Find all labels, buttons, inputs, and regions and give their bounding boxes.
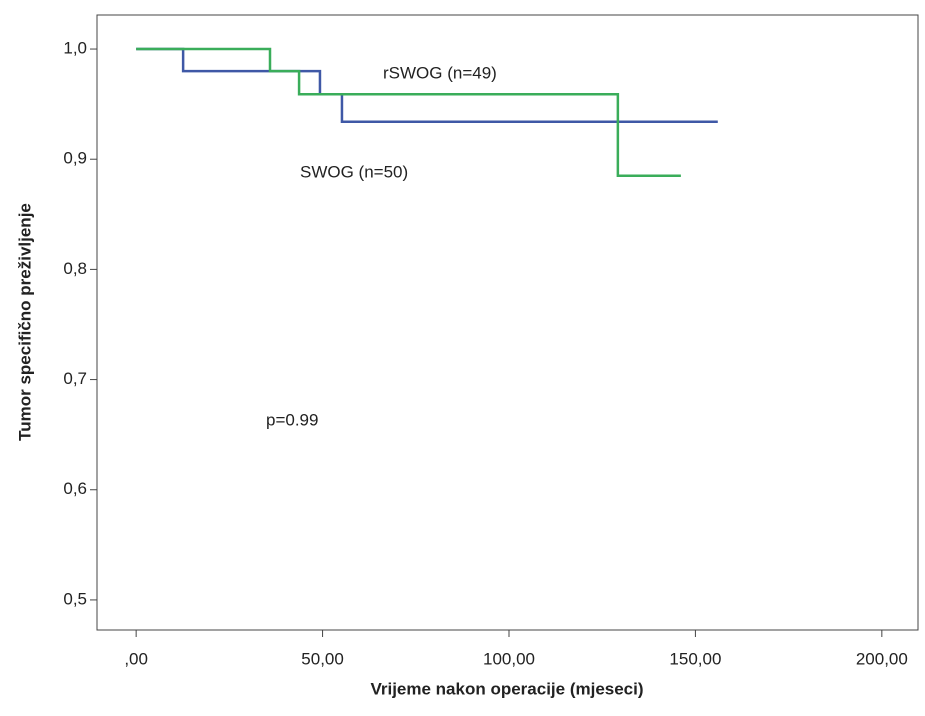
y-tick-label: 0,5 <box>63 589 87 608</box>
x-tick-label: ,00 <box>124 649 148 668</box>
y-tick-label: 0,9 <box>63 149 87 168</box>
y-tick-label: 0,7 <box>63 369 87 388</box>
plot-area <box>96 14 919 631</box>
x-tick-label: 150,00 <box>669 649 721 668</box>
y-axis-label: Tumor specifično preživljenje <box>15 203 34 441</box>
annotation: p=0.99 <box>266 410 318 429</box>
survival-line <box>136 47 718 124</box>
x-tick-label: 100,00 <box>483 649 535 668</box>
x-tick-label: 200,00 <box>856 649 908 668</box>
x-axis-label: Vrijeme nakon operacije (mjeseci) <box>370 679 643 698</box>
y-tick-label: 0,8 <box>63 259 87 278</box>
y-tick-label: 0,6 <box>63 479 87 498</box>
x-tick-label: 50,00 <box>301 649 344 668</box>
y-tick-label: 1,0 <box>63 39 87 58</box>
annotation: SWOG (n=50) <box>300 162 408 181</box>
annotation: rSWOG (n=49) <box>383 63 497 82</box>
survival-line <box>136 47 681 177</box>
